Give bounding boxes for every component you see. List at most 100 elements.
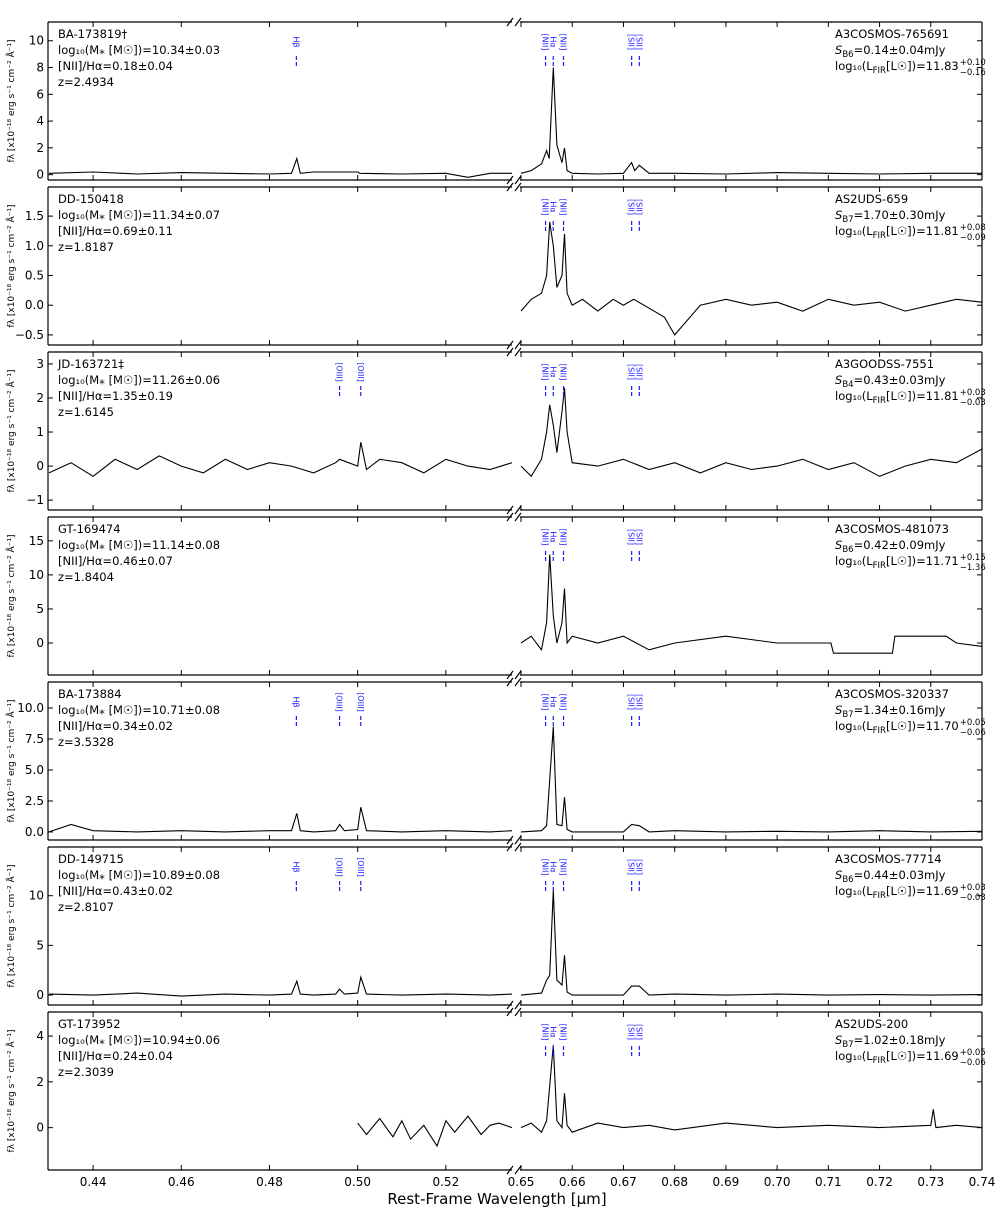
line-label: [SII] [634, 199, 643, 215]
line-label: [OIII] [356, 362, 365, 382]
spectrum [48, 442, 513, 477]
annotation-part: S [835, 538, 842, 552]
y-tick-label: 1.5 [25, 209, 44, 223]
annotation: A3COSMOS-765691 [835, 27, 949, 41]
y-axis-label: fλ [x10⁻¹⁸ erg s⁻¹ cm⁻² Å⁻¹] [5, 1030, 17, 1153]
annotation: [NII]/Hα=0.69±0.11 [58, 224, 173, 238]
annotation: z=1.8404 [58, 570, 114, 584]
error-lower: −0.06 [960, 1058, 986, 1068]
x-tick-label: 0.72 [866, 1175, 893, 1189]
axis-break [514, 505, 522, 515]
annotation: log₁₀(LFIR[L☉])=11.70 [835, 719, 959, 736]
line-label: Hα [548, 36, 557, 47]
y-tick-label: 3 [36, 357, 44, 371]
line-label: [NII] [559, 34, 568, 51]
line-label: Hβ [291, 861, 300, 872]
y-tick-label: 6 [36, 87, 44, 101]
annotation-part: =1.70±0.30mJy [854, 208, 946, 222]
y-tick-label: 10 [29, 889, 44, 903]
y-axis-label: fλ [x10⁻¹⁸ erg s⁻¹ cm⁻² Å⁻¹] [5, 700, 17, 823]
spectrum [520, 554, 983, 654]
error-lower: −0.06 [960, 728, 986, 738]
axis-break [514, 175, 522, 185]
annotation: A3COSMOS-77714 [835, 852, 942, 866]
annotation: log₁₀(LFIR[L☉])=11.81 [835, 224, 959, 241]
axis-break [506, 677, 514, 687]
axis-break [506, 670, 514, 680]
annotation: AS2UDS-659 [835, 192, 908, 206]
annotation: SB4=0.43±0.03mJy [835, 373, 946, 390]
line-label: [SII] [634, 364, 643, 380]
x-tick-label: 0.67 [610, 1175, 637, 1189]
y-tick-label: 0.0 [25, 825, 44, 839]
annotation: log₁₀(LFIR[L☉])=11.83 [835, 59, 959, 76]
error-lower: −0.09 [960, 233, 986, 243]
line-label: [SII] [634, 34, 643, 50]
line-label: [SII] [634, 1024, 643, 1040]
annotation: A3GOODSS-7551 [835, 357, 934, 371]
spectrum [520, 387, 983, 478]
axis-break [514, 677, 522, 687]
annotation-part: [L☉])=11.81 [886, 224, 959, 238]
spectrum [48, 156, 512, 178]
y-tick-label: 2 [36, 391, 44, 405]
spectrum [48, 975, 513, 997]
y-tick-label: 5 [36, 602, 44, 616]
axis-break [506, 835, 514, 845]
line-label: [SII] [627, 364, 636, 380]
annotation-part: [L☉])=11.69 [886, 884, 959, 898]
annotation: log₁₀(LFIR[L☉])=11.71 [835, 554, 959, 571]
annotation: log₁₀(M⁎ [M☉])=10.71±0.08 [58, 703, 220, 717]
annotation: z=2.3039 [58, 1065, 114, 1079]
axis-break [514, 17, 522, 27]
annotation-part: log₁₀(L [835, 719, 873, 733]
axis-break [514, 835, 522, 845]
line-label: [SII] [627, 1024, 636, 1040]
annotation: log₁₀(M⁎ [M☉])=10.94±0.06 [58, 1033, 220, 1047]
annotation-part: B6 [842, 545, 853, 555]
annotation-part: =1.34±0.16mJy [854, 703, 946, 717]
y-axis-label: fλ [x10⁻¹⁸ erg s⁻¹ cm⁻² Å⁻¹] [5, 370, 17, 493]
y-tick-label: 0 [36, 1121, 44, 1135]
spectrum [357, 1115, 513, 1148]
annotation-part: B7 [842, 215, 853, 225]
annotation-part: B7 [842, 1040, 853, 1050]
spectrum [520, 67, 982, 175]
x-tick-label: 0.73 [917, 1175, 944, 1189]
axis-break [514, 1165, 522, 1175]
annotation-part: log₁₀(L [835, 59, 873, 73]
annotation-part: [L☉])=11.69 [886, 1049, 959, 1063]
annotation: AS2UDS-200 [835, 1017, 908, 1031]
x-tick-label: 0.66 [559, 1175, 586, 1189]
axis-break [506, 17, 514, 27]
line-label: [NII] [541, 529, 550, 546]
annotation-part: =0.14±0.04mJy [854, 43, 946, 57]
line-label: Hα [548, 366, 557, 377]
annotation: log₁₀(LFIR[L☉])=11.69 [835, 1049, 959, 1066]
x-tick-label: 0.50 [344, 1175, 371, 1189]
line-label: Hβ [291, 696, 300, 707]
line-label: [SII] [627, 34, 636, 50]
annotation-part: FIR [873, 1056, 886, 1066]
axis-break [506, 182, 514, 192]
annotation: SB7=1.70±0.30mJy [835, 208, 946, 225]
error-upper: +0.08 [960, 223, 986, 233]
y-tick-label: 7.5 [25, 732, 44, 746]
line-label: [SII] [634, 529, 643, 545]
annotation-part: log₁₀(L [835, 554, 873, 568]
error-upper: +0.05 [960, 1048, 986, 1058]
annotation: log₁₀(M⁎ [M☉])=10.34±0.03 [58, 43, 220, 57]
error-upper: +0.05 [960, 718, 986, 728]
annotation: [NII]/Hα=1.35±0.19 [58, 389, 173, 403]
line-label: Hα [548, 861, 557, 872]
annotation: log₁₀(M⁎ [M☉])=11.14±0.08 [58, 538, 220, 552]
spectrum [520, 726, 983, 833]
y-tick-label: 0 [36, 459, 44, 473]
y-tick-label: 0 [36, 636, 44, 650]
annotation: log₁₀(M⁎ [M☉])=11.26±0.06 [58, 373, 220, 387]
annotation: [NII]/Hα=0.24±0.04 [58, 1049, 173, 1063]
line-label: [SII] [627, 199, 636, 215]
error-upper: +0.15 [960, 553, 986, 563]
axis-break [514, 347, 522, 357]
y-tick-label: 2 [36, 1075, 44, 1089]
